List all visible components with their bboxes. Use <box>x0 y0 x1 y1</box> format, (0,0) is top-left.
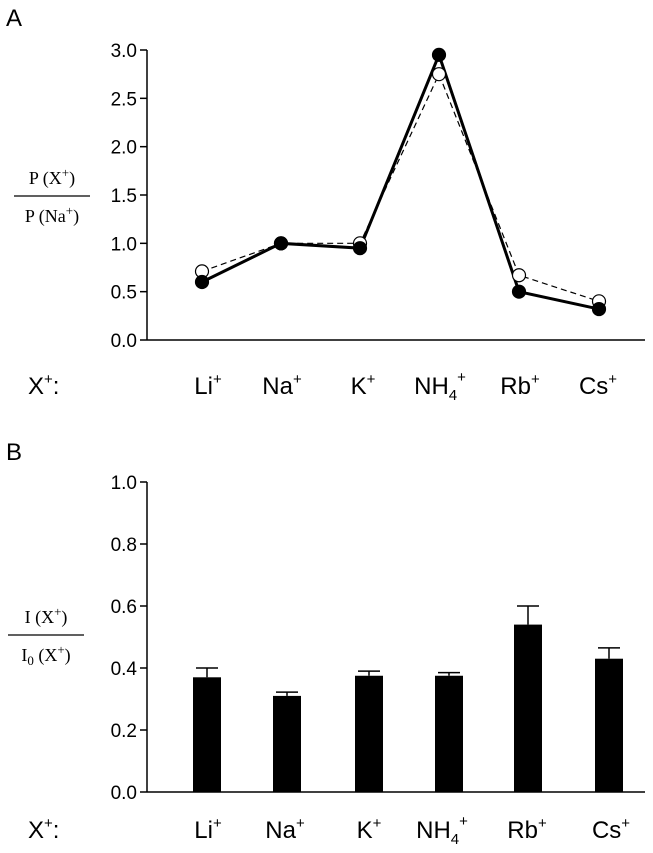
x-tick-label-base: Cs <box>579 373 608 400</box>
y-label-num-text: I (X <box>25 607 55 628</box>
y-label-num-text: P (X <box>29 168 62 189</box>
series-line-dashed <box>201 72 600 302</box>
x-prefix-suffix: : <box>53 817 60 844</box>
x-prefix-suffix: : <box>53 373 60 400</box>
x-tick-label-sup: + <box>293 371 302 388</box>
y-tick-label: 0.0 <box>111 331 137 352</box>
y-tick-label: 0.2 <box>111 721 137 742</box>
panel-a-chart: 0.00.51.01.52.02.53.0P (X+)P (Na+)X+: Li+… <box>14 41 645 404</box>
series-line-solid <box>201 50 600 311</box>
x-tick-label-sup: + <box>457 369 466 386</box>
x-tick-label: Rb+ <box>507 815 547 844</box>
x-tick-label-sup: + <box>296 815 305 832</box>
data-point-filled <box>352 241 368 256</box>
x-tick-label: NH4+ <box>416 813 468 848</box>
y-label-numerator: I (X+) <box>25 604 68 628</box>
x-prefix-label: X+: <box>28 815 59 844</box>
y-label-numerator: P (X+) <box>29 165 75 189</box>
y-label-den-sup: + <box>57 642 64 657</box>
x-tick-label-sup: + <box>459 813 468 830</box>
x-tick-label-sup: + <box>531 371 540 388</box>
y-tick-label: 2.5 <box>111 89 137 110</box>
x-tick-label-base: Rb <box>507 817 538 844</box>
x-tick-label-base: NH <box>414 373 449 400</box>
x-tick-label-base: Cs <box>592 817 621 844</box>
y-label-denominator: I0 (X+) <box>21 642 70 668</box>
x-tick-label-sup: + <box>621 815 630 832</box>
y-tick-label: 2.0 <box>111 138 137 159</box>
y-label-num-sup: + <box>54 604 61 619</box>
x-tick-label: Na+ <box>262 371 302 400</box>
y-label-denominator: P (Na+) <box>25 203 79 227</box>
x-tick-label-base: K <box>357 817 373 844</box>
x-tick-label-sup: + <box>367 371 376 388</box>
x-tick-label-base: K <box>351 373 367 400</box>
x-prefix-sup: + <box>44 815 53 832</box>
data-point-filled <box>511 284 527 299</box>
x-tick-label-sup: + <box>538 815 547 832</box>
x-tick-label: Na+ <box>265 815 305 844</box>
data-point-open <box>431 67 447 82</box>
y-tick-label: 1.0 <box>111 473 137 494</box>
x-tick-label-base: Na <box>262 373 293 400</box>
x-tick-label-sub: 4 <box>449 387 457 404</box>
x-tick-label: Cs+ <box>579 371 617 400</box>
x-prefix-label: X+: <box>28 371 59 400</box>
x-tick-label: NH4+ <box>414 369 466 404</box>
x-tick-label: K+ <box>351 371 376 400</box>
y-label-den-text: I <box>21 645 27 665</box>
y-label-den-text: P (Na <box>25 206 66 227</box>
y-tick-label: 0.0 <box>111 783 137 804</box>
panel-b-chart: 0.00.20.40.60.81.0I (X+)I0 (X+)X+: Li+ Na+… <box>8 473 645 848</box>
y-tick-label: 0.6 <box>111 597 137 618</box>
y-tick-label: 0.8 <box>111 535 137 556</box>
y-label-den-close: ) <box>65 645 71 666</box>
data-point-filled <box>591 301 607 317</box>
bar <box>595 658 623 792</box>
data-point-filled <box>273 236 289 251</box>
x-prefix-sup: + <box>44 371 53 388</box>
data-point-open <box>511 268 527 283</box>
y-tick-label: 1.0 <box>111 234 137 255</box>
x-tick-label: Rb+ <box>500 371 540 400</box>
y-tick-label: 3.0 <box>111 41 137 62</box>
y-label-den-text2: (X <box>34 645 58 666</box>
x-tick-label-base: Li <box>194 817 213 844</box>
bar <box>193 677 221 792</box>
y-label-den-close: ) <box>73 206 79 227</box>
x-tick-label: Li+ <box>194 371 222 400</box>
data-point-filled <box>431 47 447 62</box>
x-tick-label: K+ <box>357 815 382 844</box>
x-tick-label-sup: + <box>213 371 222 388</box>
x-prefix-base: X <box>28 817 44 844</box>
bar <box>273 695 301 792</box>
y-label-num-close: ) <box>61 607 67 628</box>
bar <box>435 675 463 792</box>
y-tick-label: 0.5 <box>111 283 137 304</box>
panel-a-letter: A <box>6 5 22 32</box>
x-tick-label-sub: 4 <box>451 831 459 848</box>
x-tick-label-sup: + <box>373 815 382 832</box>
x-tick-label-sup: + <box>213 815 222 832</box>
data-point-filled <box>194 274 210 290</box>
y-label-den-sup: + <box>66 203 73 218</box>
x-tick-label: Cs+ <box>592 815 630 844</box>
x-tick-label: Li+ <box>194 815 222 844</box>
x-prefix-base: X <box>28 373 44 400</box>
y-tick-label: 0.4 <box>111 659 138 680</box>
x-tick-label-base: NH <box>416 817 451 844</box>
bar <box>514 624 542 792</box>
x-tick-label-base: Li <box>194 373 213 400</box>
y-label-num-sup: + <box>62 165 69 180</box>
bar <box>355 675 383 792</box>
y-tick-label: 1.5 <box>111 186 137 207</box>
y-label-num-close: ) <box>69 168 75 189</box>
y-label-den-sub: 0 <box>27 653 34 668</box>
x-tick-label-base: Rb <box>500 373 531 400</box>
panel-b-letter: B <box>6 439 22 466</box>
x-tick-label-sup: + <box>608 371 617 388</box>
x-tick-label-base: Na <box>265 817 296 844</box>
